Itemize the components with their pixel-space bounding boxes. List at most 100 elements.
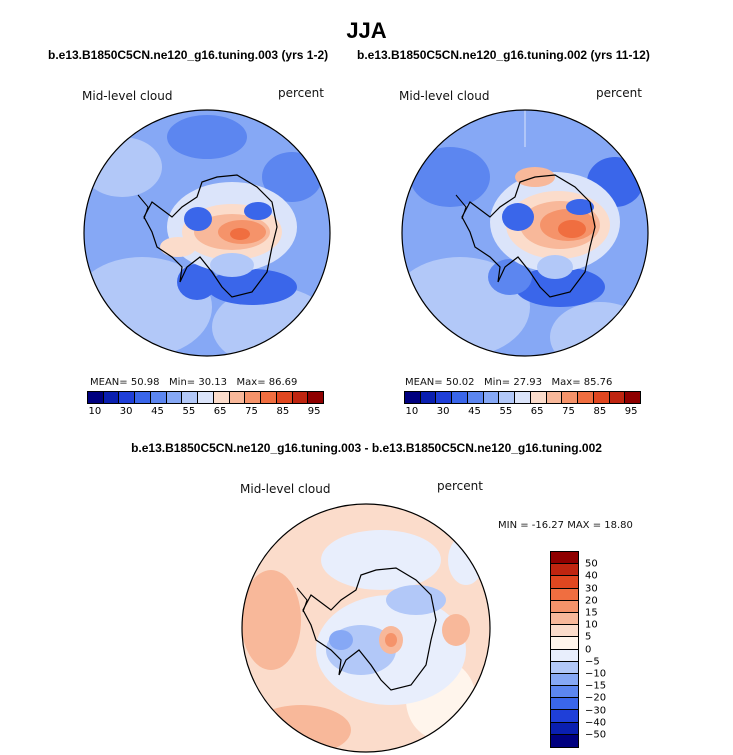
colorbar-1-cell — [213, 392, 230, 403]
colorbar-2-cell — [578, 392, 594, 403]
panel-1-min: 30.13 — [198, 377, 227, 388]
colorbar-1-cell — [119, 392, 136, 403]
panel-2-subtitle: b.e13.B1850C5CN.ne120_g16.tuning.002 (yr… — [357, 48, 650, 62]
panel-2-min: 27.93 — [513, 377, 542, 388]
colorbar-2-cell — [625, 392, 641, 403]
colorbar-diff-tick-label: 5 — [585, 631, 592, 643]
colorbar-1-cell — [182, 392, 199, 403]
map-diff — [241, 503, 491, 753]
colorbar-2-cell — [609, 392, 626, 403]
colorbar-diff-cell — [551, 564, 578, 577]
colorbar-diff-cell — [551, 734, 578, 747]
colorbar-diff-cell — [551, 552, 578, 565]
colorbar-2-cell — [530, 392, 547, 403]
colorbar-diff-tick-label: −40 — [585, 717, 607, 729]
colorbar-diff-cell — [551, 588, 578, 601]
colorbar-diff-tick-label: −20 — [585, 692, 607, 704]
colorbar-1-cell — [245, 392, 262, 403]
colorbar-1-cell — [198, 392, 214, 403]
colorbar-2-cell — [562, 392, 579, 403]
colorbar-diff-cell — [551, 686, 578, 699]
colorbar-diff-cell — [551, 600, 578, 613]
colorbar-diff-cell — [551, 698, 578, 711]
colorbar-diff-tick-label: −50 — [585, 729, 607, 741]
diff-subtitle: b.e13.B1850C5CN.ne120_g16.tuning.003 - b… — [131, 441, 602, 455]
colorbar-diff-tick-label: 15 — [585, 607, 598, 619]
colorbar-diff-tick-label: −15 — [585, 680, 607, 692]
colorbar-1-cell — [292, 392, 309, 403]
colorbar-1-tick-label: 55 — [182, 406, 196, 417]
panel-2-stats: MEAN= 50.02 Min= 27.93 Max= 85.76 — [405, 377, 612, 388]
colorbar-1-tick-label: 75 — [245, 406, 258, 417]
colorbar-diff-cell — [551, 612, 578, 626]
colorbar-diff-cell — [551, 625, 578, 638]
colorbar-diff-tick-label: 10 — [585, 619, 598, 631]
colorbar-diff-tick-label: 20 — [585, 595, 598, 607]
colorbar-1-cell — [308, 392, 324, 403]
panel-2-variable: Mid-level cloud — [399, 89, 490, 103]
diff-variable: Mid-level cloud — [240, 482, 331, 496]
diff-minmax: MIN = -16.27 MAX = 18.80 — [498, 520, 633, 531]
panel-1-variable: Mid-level cloud — [82, 89, 173, 103]
colorbar-diff-tick-label: 0 — [585, 644, 592, 656]
page-title: JJA — [346, 18, 387, 43]
colorbar-diff-cell — [551, 710, 578, 723]
colorbar-diff-tick-label: 40 — [585, 570, 598, 582]
colorbar-2-tick-label: 65 — [530, 406, 544, 417]
panel-1-mean-label: MEAN= — [90, 377, 128, 388]
colorbar-panel-2 — [404, 391, 641, 404]
colorbar-2-cell — [405, 392, 421, 403]
panel-2-mean-label: MEAN= — [405, 377, 443, 388]
colorbar-diff-cell — [551, 661, 578, 674]
colorbar-diff — [550, 551, 579, 748]
colorbar-2-cell — [546, 392, 563, 403]
colorbar-panel-2-ticks: 10 30 45 55 65 75 85 95 — [404, 406, 639, 420]
panel-1-subtitle: b.e13.B1850C5CN.ne120_g16.tuning.003 (yr… — [48, 48, 329, 62]
colorbar-2-cell — [483, 392, 500, 403]
colorbar-1-tick-label: 30 — [119, 406, 133, 417]
colorbar-diff-cell — [551, 673, 578, 687]
colorbar-1-tick-label: 10 — [88, 406, 102, 417]
panel-2-max: 85.76 — [583, 377, 613, 388]
colorbar-2-tick-label: 85 — [593, 406, 607, 417]
colorbar-2-cell — [499, 392, 516, 403]
map-panel-2 — [401, 109, 649, 357]
colorbar-panel-1 — [87, 391, 324, 404]
colorbar-1-cell — [166, 392, 183, 403]
colorbar-1-cell — [261, 392, 277, 403]
colorbar-diff-tick-label: −10 — [585, 668, 607, 680]
colorbar-2-cell — [593, 392, 610, 403]
colorbar-1-tick-label: 45 — [151, 406, 164, 417]
colorbar-2-tick-label: 95 — [624, 406, 638, 417]
panel-1-mean: 50.98 — [130, 377, 160, 388]
map-panel-1 — [83, 109, 331, 357]
colorbar-2-cell — [515, 392, 531, 403]
colorbar-1-tick-label: 65 — [213, 406, 227, 417]
panel-1-units: percent — [278, 86, 324, 100]
colorbar-diff-cell — [551, 637, 578, 650]
colorbar-2-tick-label: 30 — [436, 406, 450, 417]
colorbar-diff-tick-label: −30 — [585, 705, 607, 717]
colorbar-2-cell — [467, 392, 484, 403]
panel-1-max: 86.69 — [268, 377, 298, 388]
colorbar-2-tick-label: 10 — [405, 406, 419, 417]
colorbar-1-cell — [229, 392, 246, 403]
panel-2-units: percent — [596, 86, 642, 100]
colorbar-diff-cell — [551, 576, 578, 589]
panel-2-max-label: Max= — [551, 377, 581, 388]
colorbar-1-tick-label: 85 — [276, 406, 290, 417]
colorbar-diff-tick-label: −5 — [585, 656, 600, 668]
colorbar-diff-tick-label: 30 — [585, 583, 598, 595]
colorbar-2-tick-label: 75 — [562, 406, 575, 417]
colorbar-2-tick-label: 55 — [499, 406, 513, 417]
colorbar-diff-cell — [551, 722, 578, 735]
colorbar-2-cell — [452, 392, 468, 403]
colorbar-1-cell — [88, 392, 104, 403]
colorbar-2-tick-label: 45 — [468, 406, 481, 417]
colorbar-1-cell — [276, 392, 293, 403]
colorbar-1-cell — [135, 392, 151, 403]
colorbar-diff-cell — [551, 649, 578, 662]
diff-units: percent — [437, 479, 483, 493]
panel-1-min-label: Min= — [169, 377, 196, 388]
panel-2-mean: 50.02 — [445, 377, 475, 388]
